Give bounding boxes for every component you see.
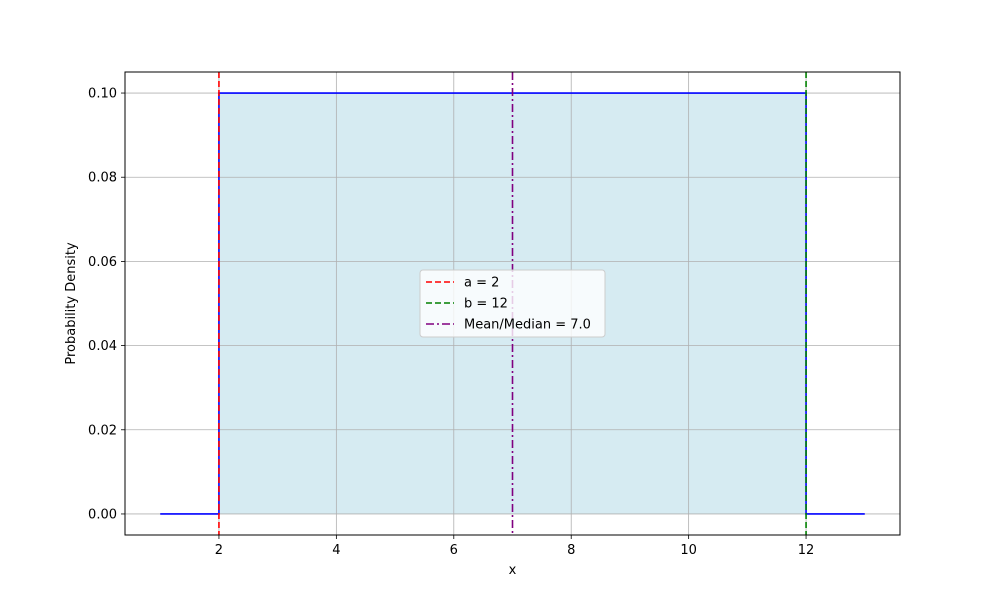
y-tick-label-5: 0.10 — [88, 87, 117, 102]
x-tick-label-3: 8 — [567, 543, 575, 558]
legend-label-2: Mean/Median = 7.0 — [464, 318, 591, 333]
y-tick-label-0: 0.00 — [88, 507, 117, 522]
plot-frame — [124, 71, 901, 536]
y-tick-label-1: 0.02 — [88, 423, 117, 438]
x-tick-label-2: 6 — [450, 543, 458, 558]
x-axis-label: x — [509, 563, 517, 578]
y-tick-label-2: 0.04 — [88, 339, 117, 354]
legend-box — [419, 269, 606, 338]
y-tick-label-4: 0.08 — [88, 171, 117, 186]
tick-layer: 2 4 6 8 10 12 0.00 0.02 0.04 0.06 0.08 0.10 — [88, 87, 814, 558]
legend: a = 2 b = 12 Mean/Median = 7.0 — [419, 269, 606, 338]
x-tick-label-0: 2 — [215, 543, 223, 558]
x-tick-label-1: 4 — [332, 543, 340, 558]
x-tick-label-5: 12 — [798, 543, 815, 558]
legend-label-0: a = 2 — [464, 276, 499, 291]
y-axis-label: Probability Density — [64, 242, 79, 365]
x-tick-label-4: 10 — [680, 543, 697, 558]
y-tick-label-3: 0.06 — [88, 255, 117, 270]
legend-label-1: b = 12 — [464, 297, 508, 312]
